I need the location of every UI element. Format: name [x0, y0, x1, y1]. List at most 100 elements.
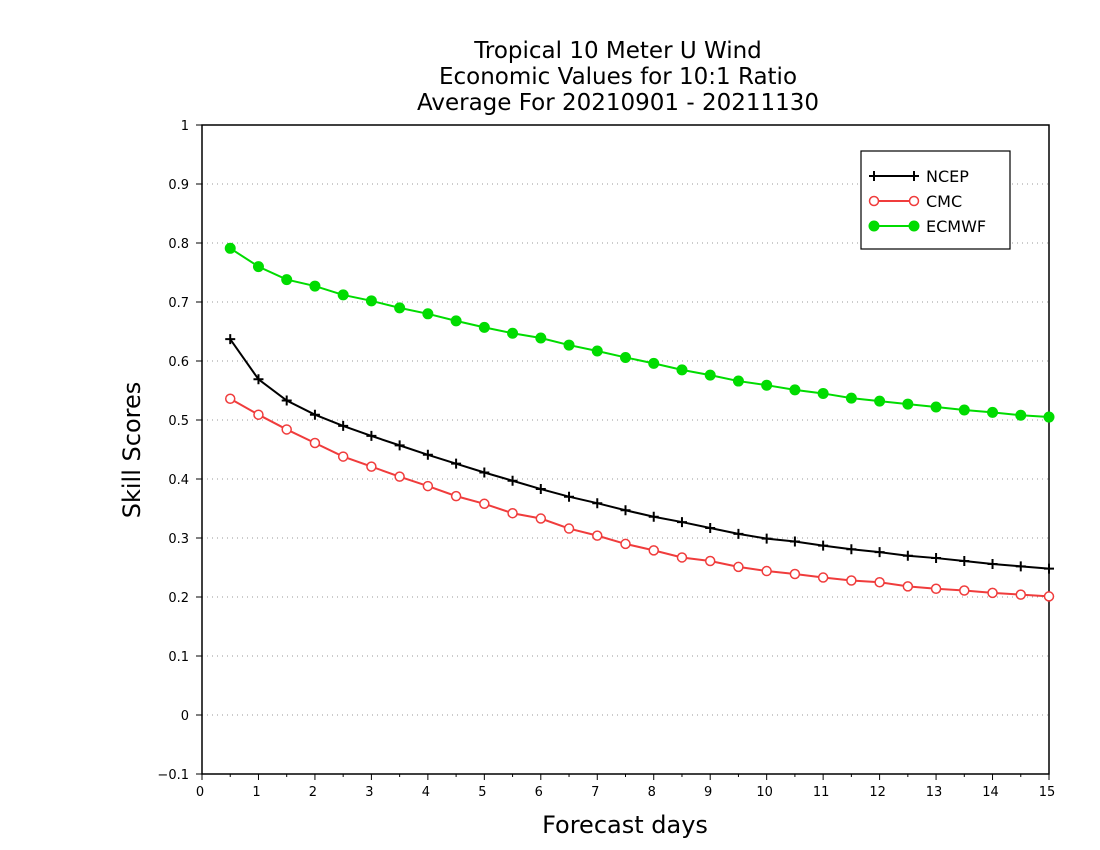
- data-point-filled-circle: [309, 280, 321, 292]
- x-tick-label: 15: [1039, 785, 1056, 800]
- data-point-plus: [422, 449, 433, 460]
- data-point-open-circle: [987, 587, 998, 599]
- y-tick-label: 0.7: [168, 296, 189, 311]
- data-point-plus: [507, 475, 518, 486]
- legend-item-ecmwf: ECMWF: [868, 217, 986, 236]
- data-point-plus: [959, 556, 970, 567]
- y-tick-label: 0.5: [168, 414, 189, 429]
- data-point-plus: [309, 409, 320, 420]
- data-point-filled-circle: [868, 220, 880, 232]
- data-point-open-circle: [366, 461, 377, 472]
- data-point-filled-circle: [478, 321, 490, 333]
- data-point-open-circle: [1015, 589, 1027, 600]
- data-point-plus: [648, 511, 659, 522]
- series-ecmwf: [224, 242, 1055, 423]
- data-point-plus: [366, 430, 377, 441]
- data-point-filled-circle: [563, 339, 575, 351]
- data-point-plus: [535, 484, 546, 495]
- data-point-open-circle: [224, 393, 236, 405]
- legend: NCEP CMC ECMWF: [860, 150, 1011, 250]
- x-tick-label: 3: [365, 785, 373, 800]
- legend-label: NCEP: [926, 167, 969, 186]
- data-point-plus: [338, 420, 349, 431]
- x-tick-label: 6: [535, 785, 543, 800]
- data-point-open-circle: [868, 195, 880, 207]
- x-tick-label: 0: [196, 785, 204, 800]
- data-point-plus: [705, 522, 716, 533]
- x-tick-label: 1: [252, 785, 260, 800]
- data-point-plus: [253, 374, 264, 385]
- x-tick-label: 5: [478, 785, 486, 800]
- data-point-plus: [676, 517, 687, 528]
- data-point-plus: [394, 440, 405, 451]
- data-point-open-circle: [253, 409, 264, 420]
- series-layer: [224, 242, 1055, 602]
- y-axis-label: Skill Scores: [118, 382, 146, 519]
- data-point-filled-circle: [958, 404, 970, 416]
- data-point-open-circle: [281, 424, 292, 435]
- y-tick-label: 0.1: [168, 650, 189, 665]
- series-line: [229, 247, 1050, 419]
- data-point-open-circle: [959, 585, 970, 596]
- data-point-open-circle: [846, 575, 857, 586]
- data-point-plus: [902, 550, 913, 561]
- data-point-filled-circle: [337, 289, 349, 301]
- data-point-plus: [818, 540, 829, 551]
- data-point-plus: [789, 536, 800, 547]
- y-tick-label: −0.1: [157, 768, 189, 783]
- x-tick-label: 7: [591, 785, 599, 800]
- data-point-filled-circle: [908, 220, 920, 232]
- data-point-open-circle: [535, 513, 547, 524]
- data-point-open-circle: [902, 581, 914, 592]
- data-point-filled-circle: [902, 398, 914, 410]
- data-point-open-circle: [620, 538, 631, 550]
- data-point-filled-circle: [507, 327, 519, 339]
- data-point-open-circle: [309, 437, 321, 449]
- data-point-plus: [1015, 561, 1026, 572]
- data-point-plus: [869, 171, 879, 181]
- data-point-filled-circle: [817, 387, 829, 399]
- data-point-plus: [620, 505, 631, 516]
- data-point-open-circle: [394, 471, 405, 482]
- data-point-plus: [564, 491, 575, 502]
- data-point-filled-circle: [930, 401, 942, 413]
- data-point-open-circle: [733, 561, 744, 573]
- data-point-filled-circle: [422, 308, 434, 320]
- data-point-plus: [874, 547, 885, 558]
- chart-title-line: Tropical 10 Meter U Wind: [473, 38, 762, 64]
- x-tick-label: 12: [869, 785, 886, 800]
- data-point-filled-circle: [620, 351, 631, 363]
- data-point-plus: [909, 171, 919, 181]
- data-point-plus: [987, 558, 998, 569]
- data-point-plus: [761, 533, 772, 544]
- data-point-filled-circle: [987, 406, 999, 418]
- x-tick-label: 9: [704, 785, 712, 800]
- legend-label: ECMWF: [926, 217, 986, 236]
- x-tick-label: 2: [309, 785, 317, 800]
- data-point-filled-circle: [704, 369, 716, 381]
- x-tick-label: 14: [982, 785, 999, 800]
- data-point-filled-circle: [676, 364, 688, 376]
- data-point-filled-circle: [224, 242, 236, 254]
- data-point-plus: [592, 498, 603, 509]
- data-point-filled-circle: [789, 384, 801, 396]
- chart-title-line: Economic Values for 10:1 Ratio: [439, 64, 797, 90]
- data-point-plus: [733, 528, 744, 539]
- data-point-plus: [451, 458, 462, 469]
- y-tick-label: 0.8: [168, 237, 189, 252]
- series-cmc: [224, 393, 1055, 602]
- data-point-filled-circle: [845, 392, 857, 404]
- y-tick-label: 0.4: [168, 473, 189, 488]
- data-point-filled-circle: [1015, 409, 1027, 421]
- y-tick-label: 0.6: [168, 355, 189, 370]
- y-tick-label: 0.2: [168, 591, 189, 606]
- series-line: [229, 338, 1050, 570]
- data-point-open-circle: [874, 577, 885, 588]
- y-tick-label: 1: [181, 119, 189, 134]
- legend-item-cmc: CMC: [868, 192, 962, 211]
- legend-item-ncep: NCEP: [869, 167, 969, 186]
- data-point-open-circle: [337, 451, 349, 462]
- data-point-filled-circle: [761, 379, 773, 391]
